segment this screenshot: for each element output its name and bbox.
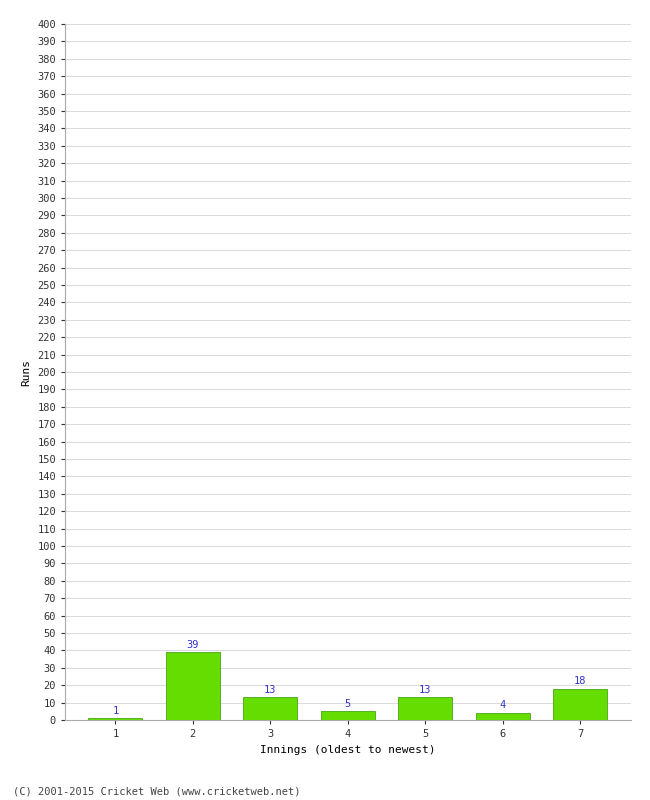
Bar	[398, 698, 452, 720]
Text: 18: 18	[574, 676, 586, 686]
Bar	[553, 689, 607, 720]
Y-axis label: Runs: Runs	[21, 358, 32, 386]
Bar	[88, 718, 142, 720]
Text: 5: 5	[344, 698, 351, 709]
Text: (C) 2001-2015 Cricket Web (www.cricketweb.net): (C) 2001-2015 Cricket Web (www.cricketwe…	[13, 786, 300, 796]
Text: 13: 13	[264, 685, 276, 694]
Text: 1: 1	[112, 706, 118, 716]
X-axis label: Innings (oldest to newest): Innings (oldest to newest)	[260, 745, 436, 754]
Bar	[243, 698, 298, 720]
Text: 13: 13	[419, 685, 432, 694]
Text: 4: 4	[500, 701, 506, 710]
Bar	[166, 652, 220, 720]
Bar	[320, 711, 375, 720]
Bar	[476, 713, 530, 720]
Text: 39: 39	[187, 639, 199, 650]
